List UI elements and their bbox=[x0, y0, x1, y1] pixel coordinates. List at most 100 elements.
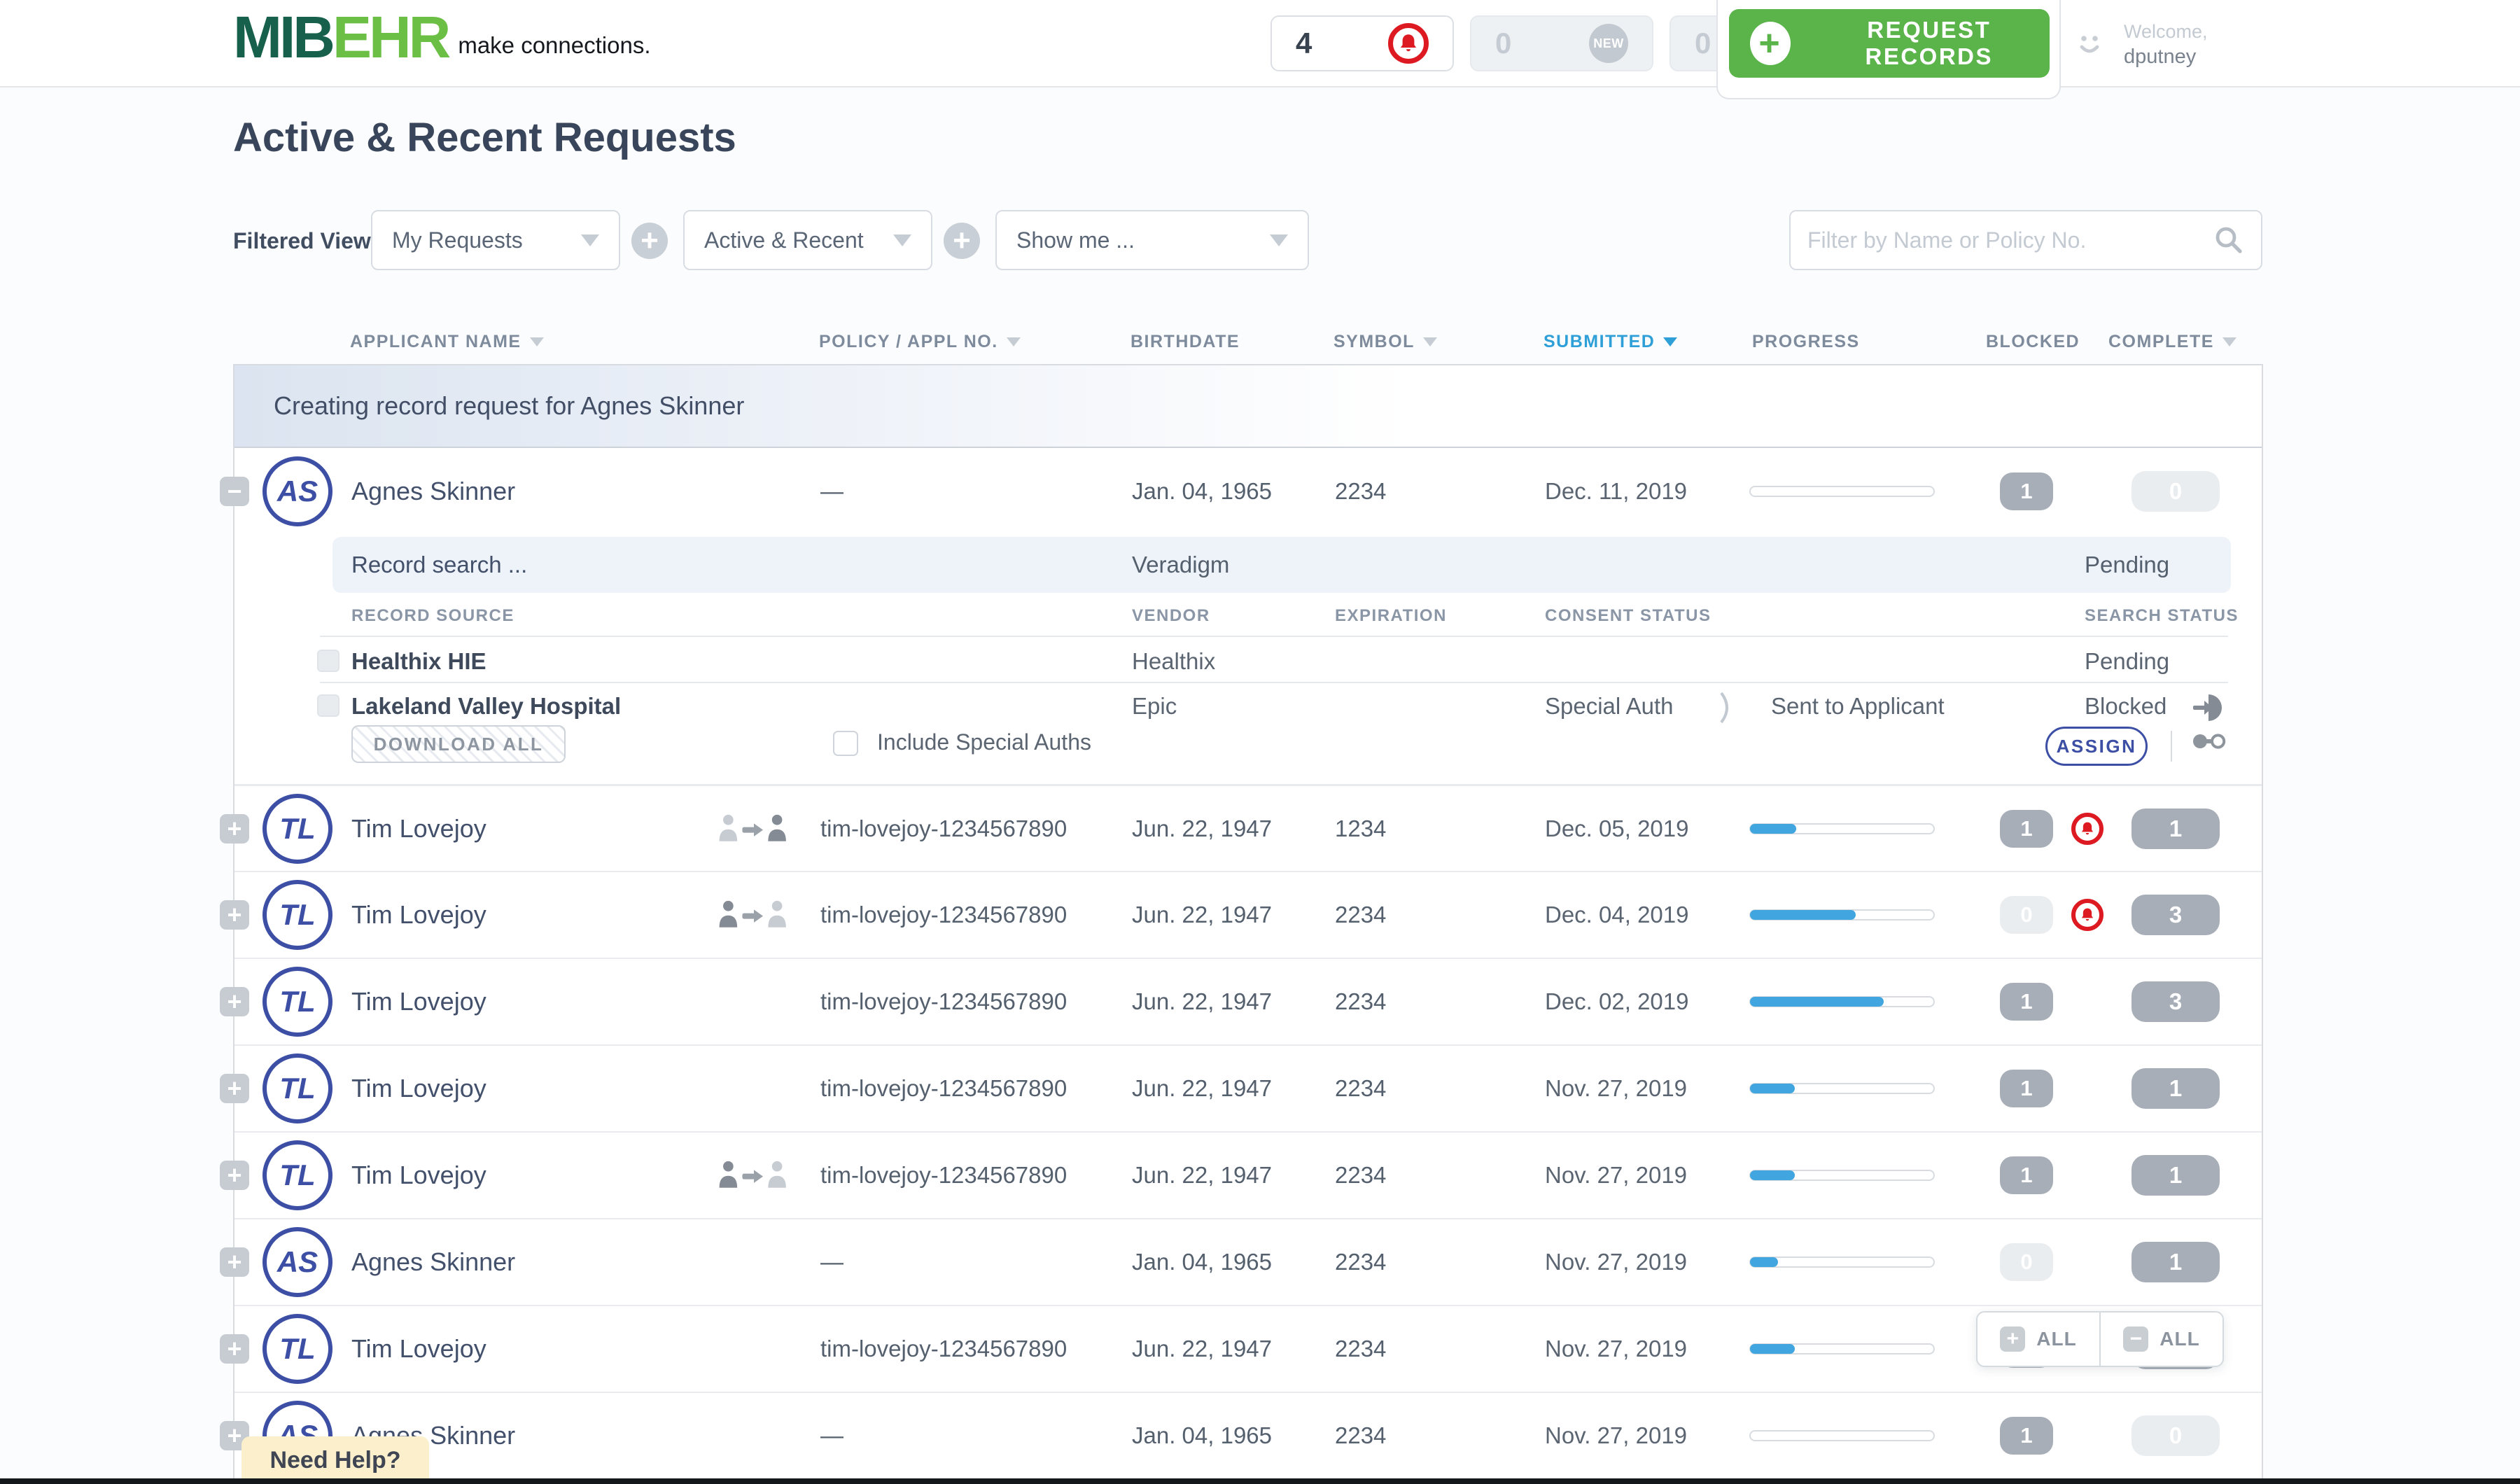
show-me-dropdown[interactable]: Show me ... bbox=[995, 210, 1309, 270]
expand-row-button[interactable]: + bbox=[220, 900, 249, 930]
transfer-icon bbox=[716, 811, 792, 847]
minus-icon: − bbox=[2123, 1326, 2149, 1352]
creating-request-banner: Creating record request for Agnes Skinne… bbox=[234, 365, 2262, 448]
download-all-button[interactable]: DOWNLOAD ALL bbox=[351, 725, 566, 763]
search-status: Blocked bbox=[2085, 693, 2167, 719]
column-birthdate[interactable]: BIRTHDATE bbox=[1130, 332, 1240, 351]
birthdate: Jun. 22, 1947 bbox=[1132, 902, 1272, 927]
table-row[interactable]: + TL Tim Lovejoy tim-lovejoy-1234567890 … bbox=[220, 1305, 2262, 1392]
need-help-button[interactable]: Need Help? bbox=[241, 1436, 429, 1484]
logo-tagline: make connections. bbox=[458, 31, 651, 58]
username: dputney bbox=[2124, 46, 2197, 68]
submitted-date: Nov. 27, 2019 bbox=[1545, 1422, 1688, 1448]
expand-row-button[interactable]: + bbox=[220, 1074, 249, 1103]
blocked-badge: 1 bbox=[2000, 472, 2053, 510]
submitted-date: Dec. 02, 2019 bbox=[1545, 988, 1689, 1014]
divider bbox=[2171, 731, 2172, 762]
record-source-vendor: Epic bbox=[1132, 693, 1177, 719]
policy-number: tim-lovejoy-1234567890 bbox=[820, 815, 1068, 841]
column-submitted[interactable]: SUBMITTED bbox=[1544, 332, 1678, 352]
expand-row-button[interactable]: + bbox=[220, 1421, 249, 1450]
new-badge-icon: NEW bbox=[1589, 24, 1628, 63]
scope-dropdown[interactable]: Active & Recent bbox=[683, 210, 932, 270]
search-input[interactable] bbox=[1807, 227, 2213, 253]
expand-row-button[interactable]: + bbox=[220, 987, 249, 1016]
expand-row-button[interactable]: + bbox=[220, 1334, 249, 1364]
avatar: TL bbox=[262, 1054, 332, 1124]
page-title: Active & Recent Requests bbox=[233, 115, 736, 160]
column-symbol[interactable]: SYMBOL bbox=[1334, 332, 1437, 352]
applicant-name: Tim Lovejoy bbox=[351, 813, 486, 843]
column-policy[interactable]: POLICY / APPL NO. bbox=[819, 332, 1021, 352]
symbol: 2234 bbox=[1335, 1422, 1387, 1448]
record-source-name: Healthix HIE bbox=[351, 648, 486, 674]
expand-collapse-all-overlay: + ALL − ALL bbox=[1976, 1311, 2224, 1367]
search-status: Pending bbox=[2085, 648, 2170, 674]
record-search-row[interactable] bbox=[332, 537, 2231, 593]
expand-row-button[interactable]: + bbox=[220, 813, 249, 844]
table-row[interactable]: + AS Agnes Skinner — Jan. 04, 1965 2234 … bbox=[220, 1392, 2262, 1478]
source-checkbox[interactable] bbox=[317, 694, 340, 717]
table-row[interactable]: + TL Tim Lovejoy tim-lovejoy-1234567890 … bbox=[220, 958, 2262, 1044]
applicant-name: Tim Lovejoy bbox=[351, 987, 486, 1016]
avatar: AS bbox=[262, 456, 332, 526]
table-row[interactable]: + TL Tim Lovejoy tim-lovejoy-1234567890 … bbox=[220, 1131, 2262, 1218]
downloads-count: 0 bbox=[1695, 27, 1712, 59]
column-applicant-name[interactable]: APPLICANT NAME bbox=[350, 332, 544, 352]
sort-indicator bbox=[1663, 337, 1678, 346]
expand-all-button[interactable]: + ALL bbox=[1977, 1312, 2099, 1366]
user-welcome[interactable]: Welcome, dputney bbox=[2071, 21, 2208, 69]
add-filter-icon[interactable]: + bbox=[631, 223, 668, 259]
include-special-auths-checkbox[interactable] bbox=[833, 731, 858, 756]
symbol: 2234 bbox=[1335, 1075, 1387, 1101]
view-dropdown-value: My Requests bbox=[392, 227, 523, 253]
progress-bar bbox=[1749, 822, 1935, 834]
applicant-name: Agnes Skinner bbox=[351, 476, 516, 505]
blocked-badge: 1 bbox=[2000, 983, 2053, 1021]
progress-bar bbox=[1749, 909, 1935, 920]
progress-bar bbox=[1749, 1430, 1935, 1441]
search-icon[interactable] bbox=[2213, 225, 2244, 255]
request-records-button[interactable]: + REQUEST RECORDS bbox=[1729, 9, 2050, 78]
filter-bar: Filtered View My Requests + Active & Rec… bbox=[0, 210, 2520, 273]
table-row[interactable]: + TL Tim Lovejoy tim-lovejoy-1234567890 … bbox=[220, 1044, 2262, 1131]
policy-number: tim-lovejoy-1234567890 bbox=[820, 1162, 1068, 1188]
table-row[interactable]: − AS Agnes Skinner — Jan. 04, 1965 2234 … bbox=[220, 448, 2262, 534]
new-items-button[interactable]: 0 NEW bbox=[1470, 15, 1653, 71]
applicant-name: Tim Lovejoy bbox=[351, 900, 486, 929]
chevron-down-icon bbox=[893, 234, 911, 246]
source-checkbox[interactable] bbox=[317, 650, 340, 672]
column-complete[interactable]: COMPLETE bbox=[2108, 332, 2236, 352]
toggle-icon[interactable] bbox=[2192, 732, 2227, 750]
assign-button[interactable]: ASSIGN bbox=[2045, 727, 2148, 766]
submitted-date: Nov. 27, 2019 bbox=[1545, 1336, 1688, 1362]
alerts-button[interactable]: 4 bbox=[1270, 15, 1454, 71]
send-to-applicant-icon[interactable] bbox=[2190, 692, 2222, 724]
policy-number: — bbox=[820, 1422, 844, 1448]
plus-icon: + bbox=[2000, 1326, 2026, 1352]
rows-container: + TL Tim Lovejoy tim-lovejoy-1234567890 … bbox=[220, 784, 2262, 1478]
progress-bar bbox=[1749, 1083, 1935, 1094]
table-row[interactable]: + TL Tim Lovejoy tim-lovejoy-1234567890 … bbox=[220, 784, 2262, 871]
transfer-icon bbox=[716, 897, 792, 933]
blocked-badge: 1 bbox=[2000, 1417, 2053, 1455]
sort-indicator bbox=[2222, 337, 2236, 346]
requests-table: Creating record request for Agnes Skinne… bbox=[220, 364, 2263, 1484]
subcolumn-record-source: RECORD SOURCE bbox=[351, 606, 514, 625]
request-records-card: + REQUEST RECORDS bbox=[1716, 0, 2061, 99]
collapse-row-button[interactable]: − bbox=[220, 476, 249, 506]
app-logo[interactable]: MIB EHR make connections. bbox=[233, 4, 651, 70]
expand-row-button[interactable]: + bbox=[220, 1247, 249, 1277]
submitted-date: Nov. 27, 2019 bbox=[1545, 1162, 1688, 1188]
add-filter-icon[interactable]: + bbox=[944, 223, 980, 259]
bottom-edge bbox=[0, 1478, 2520, 1484]
policy-number: tim-lovejoy-1234567890 bbox=[820, 1075, 1068, 1101]
expand-row-button[interactable]: + bbox=[220, 1161, 249, 1190]
collapse-all-button[interactable]: − ALL bbox=[2099, 1312, 2222, 1366]
logo-ehr-text: EHR bbox=[332, 4, 451, 70]
birthdate: Jun. 22, 1947 bbox=[1132, 815, 1272, 841]
table-row[interactable]: + AS Agnes Skinner — Jan. 04, 1965 2234 … bbox=[220, 1218, 2262, 1305]
submitted-date: Nov. 27, 2019 bbox=[1545, 1075, 1688, 1101]
table-row[interactable]: + TL Tim Lovejoy tim-lovejoy-1234567890 … bbox=[220, 871, 2262, 958]
view-dropdown[interactable]: My Requests bbox=[371, 210, 620, 270]
